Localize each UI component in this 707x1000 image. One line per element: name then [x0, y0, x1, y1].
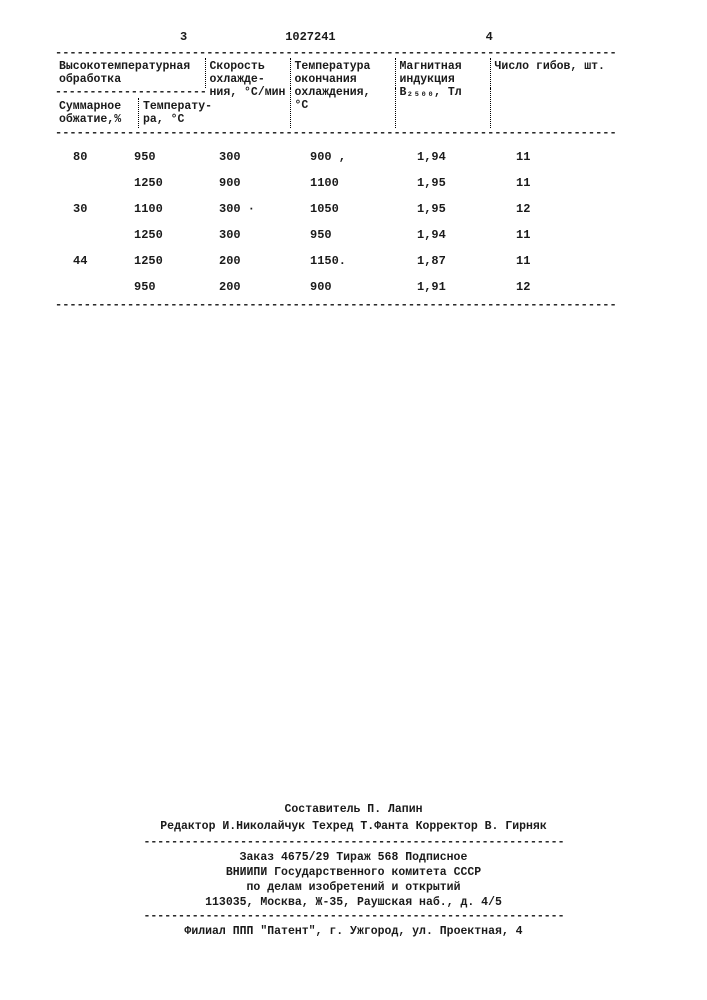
cell-c4: 1050: [290, 196, 395, 222]
cell-c2: 1250: [130, 222, 205, 248]
page-number-row: 3 1027241 4: [55, 30, 652, 44]
cell-c3: 900: [205, 170, 290, 196]
table-row: 4412502001150.1,8711: [55, 248, 652, 274]
cell-c6: 11: [490, 248, 652, 274]
col-cooling-rate: Скорость охлажде-ния, °С/мин: [205, 58, 290, 128]
table-row: 9502009001,9112: [55, 274, 652, 300]
footer-block: Составитель П. Лапин Редактор И.Николайч…: [0, 801, 707, 940]
col-induction: Магнитная индукция В₂₅₀₀, Тл: [395, 58, 490, 128]
cell-c3: 300 ·: [205, 196, 290, 222]
footer-org1: ВНИИПИ Государственного комитета СССР: [0, 866, 707, 879]
cell-c2: 1100: [130, 196, 205, 222]
cell-c5: 1,95: [395, 196, 490, 222]
cell-c3: 200: [205, 274, 290, 300]
table-row: 80950300900 ,1,9411: [55, 144, 652, 170]
cell-c2: 950: [130, 274, 205, 300]
col-bends: Число гибов, шт.: [490, 58, 652, 128]
cell-c4: 900: [290, 274, 395, 300]
table-row: 12503009501,9411: [55, 222, 652, 248]
footer-org2: по делам изобретений и открытий: [0, 881, 707, 894]
cell-c4: 900 ,: [290, 144, 395, 170]
cell-c5: 1,91: [395, 274, 490, 300]
footer-credits: Редактор И.Николайчук Техред Т.Фанта Кор…: [160, 820, 546, 833]
col-reduction: Суммарное обжатие,%: [55, 98, 139, 128]
cell-c1: 30: [55, 196, 130, 222]
footer-compiler: Составитель П. Лапин: [0, 803, 707, 816]
page-num-left: 3: [180, 30, 187, 44]
cell-c3: 200: [205, 248, 290, 274]
page-num-right: 4: [486, 30, 493, 44]
cell-c6: 12: [490, 196, 652, 222]
col-group-treatment: Высокотемпературная обработка: [55, 58, 205, 88]
cell-c1: [55, 274, 130, 300]
cell-c5: 1,87: [395, 248, 490, 274]
footer-branch: Филиал ППП "Патент", г. Ужгород, ул. Про…: [0, 925, 707, 938]
cell-c6: 11: [490, 144, 652, 170]
cell-c3: 300: [205, 144, 290, 170]
cell-c4: 1100: [290, 170, 395, 196]
table-row: 125090011001,9511: [55, 170, 652, 196]
footer-order: Заказ 4675/29 Тираж 568 Подписное: [0, 851, 707, 864]
cell-c5: 1,95: [395, 170, 490, 196]
col-temperature: Температу-ра, °С: [139, 98, 206, 128]
cell-c4: 950: [290, 222, 395, 248]
cell-c4: 1150.: [290, 248, 395, 274]
cell-c2: 950: [130, 144, 205, 170]
cell-c1: 80: [55, 144, 130, 170]
cell-c1: 44: [55, 248, 130, 274]
cell-c1: [55, 222, 130, 248]
footer-rule-2: ----------------------------------------…: [144, 912, 564, 922]
footer-addr: 113035, Москва, Ж-35, Раушская наб., д. …: [0, 896, 707, 909]
data-table-header: Высокотемпературная обработка Скорость о…: [55, 58, 652, 128]
cell-c2: 1250: [130, 248, 205, 274]
rule-header-bottom: ----------------------------------------…: [55, 128, 652, 138]
cell-c1: [55, 170, 130, 196]
cell-c6: 12: [490, 274, 652, 300]
cell-c5: 1,94: [395, 222, 490, 248]
data-table-body: 80950300900 ,1,9411125090011001,95113011…: [55, 144, 652, 300]
col-end-temp: Температура окончания охлаждения, °С: [290, 58, 395, 128]
cell-c6: 11: [490, 170, 652, 196]
cell-c6: 11: [490, 222, 652, 248]
rule-top: ----------------------------------------…: [55, 48, 652, 58]
cell-c3: 300: [205, 222, 290, 248]
document-number: 1027241: [285, 30, 335, 44]
table-row: 301100300 ·10501,9512: [55, 196, 652, 222]
cell-c5: 1,94: [395, 144, 490, 170]
rule-bottom: ----------------------------------------…: [55, 300, 652, 310]
cell-c2: 1250: [130, 170, 205, 196]
footer-rule-1: ----------------------------------------…: [144, 838, 564, 848]
rule-sub: ----------------------: [55, 88, 205, 98]
